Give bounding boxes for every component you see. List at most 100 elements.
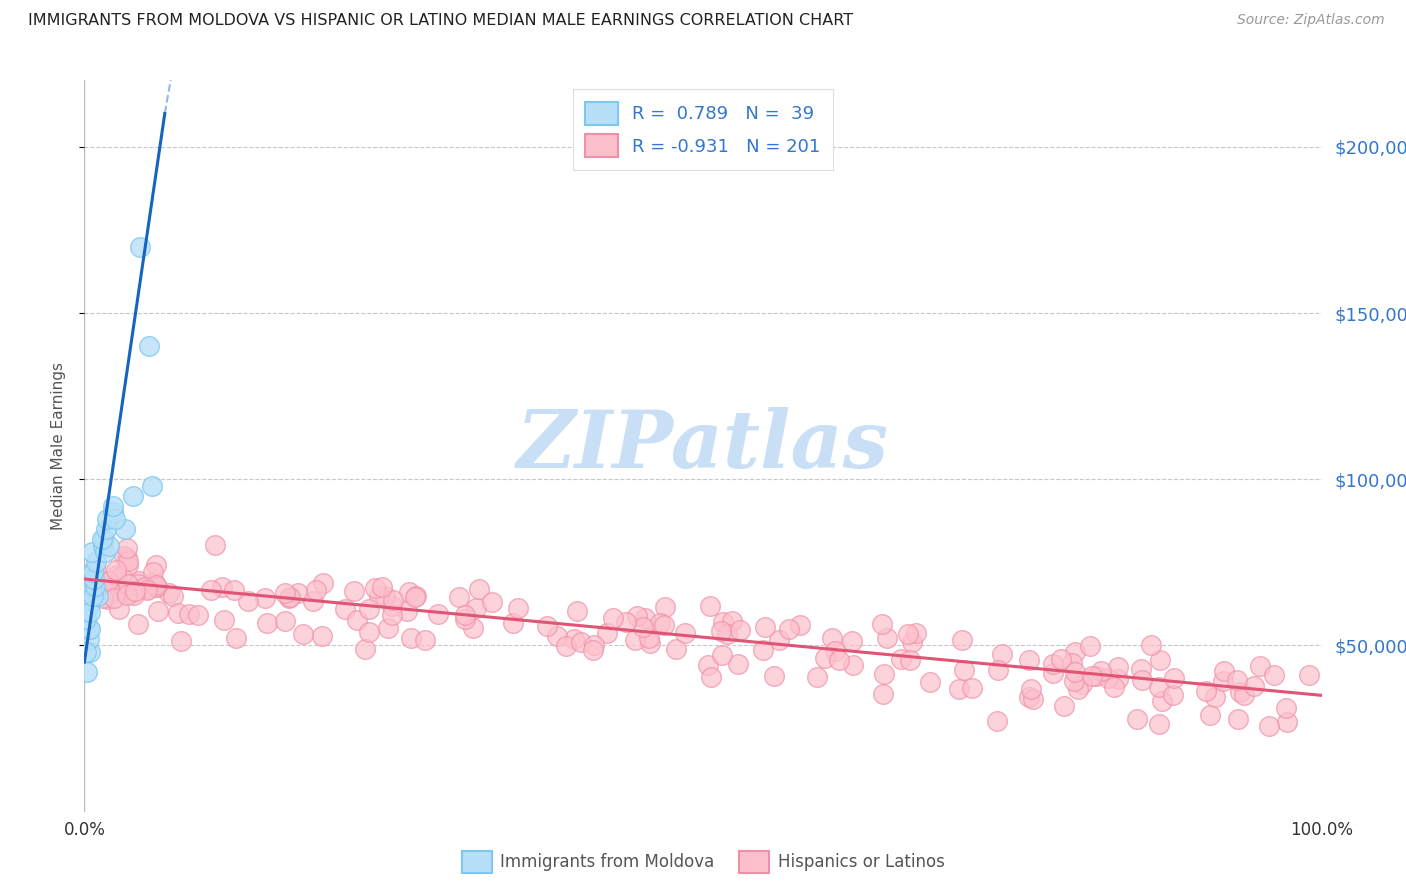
Point: [368, 589, 391, 603]
Point: [395, 604, 418, 618]
Point: [631, 620, 654, 634]
Point: [146, 604, 169, 618]
Point: [950, 633, 973, 648]
Point: [1085, 668, 1108, 682]
Point: [555, 639, 578, 653]
Point: [371, 580, 394, 594]
Point: [225, 631, 247, 645]
Point: [1212, 673, 1234, 688]
Point: [768, 632, 790, 647]
Point: [1249, 659, 1271, 673]
Point: [162, 590, 184, 604]
Point: [110, 569, 132, 583]
Point: [405, 590, 427, 604]
Point: [302, 593, 325, 607]
Point: [1140, 638, 1163, 652]
Point: [1149, 653, 1171, 667]
Text: ZIPatlas: ZIPatlas: [517, 408, 889, 484]
Point: [1042, 657, 1064, 671]
Point: [399, 631, 422, 645]
Point: [711, 615, 734, 629]
Point: [820, 631, 842, 645]
Point: [991, 647, 1014, 661]
Point: [1081, 668, 1104, 682]
Point: [82, 566, 104, 580]
Point: [1078, 640, 1101, 654]
Point: [80, 545, 103, 559]
Point: [127, 616, 149, 631]
Point: [413, 633, 436, 648]
Point: [170, 634, 193, 648]
Point: [256, 615, 278, 630]
Point: [77, 589, 100, 603]
Point: [700, 670, 723, 684]
Point: [115, 550, 138, 565]
Point: [1019, 681, 1042, 696]
Point: [468, 582, 491, 596]
Point: [1150, 693, 1173, 707]
Point: [508, 601, 530, 615]
Point: [449, 591, 471, 605]
Point: [354, 642, 377, 657]
Point: [1195, 683, 1218, 698]
Point: [650, 615, 672, 630]
Point: [1233, 688, 1256, 702]
Point: [381, 593, 404, 607]
Point: [381, 599, 404, 614]
Point: [278, 590, 301, 604]
Point: [872, 617, 894, 632]
Point: [1107, 659, 1129, 673]
Point: [710, 624, 733, 639]
Point: [905, 626, 928, 640]
Legend: Immigrants from Moldova, Hispanics or Latinos: Immigrants from Moldova, Hispanics or La…: [456, 845, 950, 880]
Point: [873, 667, 896, 681]
Point: [546, 629, 568, 643]
Point: [596, 626, 619, 640]
Point: [1163, 671, 1185, 685]
Point: [1053, 699, 1076, 714]
Point: [1018, 690, 1040, 704]
Point: [814, 650, 837, 665]
Point: [91, 539, 114, 553]
Point: [83, 562, 105, 576]
Point: [311, 629, 333, 643]
Text: Source: ZipAtlas.com: Source: ZipAtlas.com: [1237, 13, 1385, 28]
Point: [806, 670, 828, 684]
Point: [1163, 688, 1185, 702]
Point: [918, 675, 941, 690]
Point: [79, 645, 101, 659]
Point: [238, 594, 260, 608]
Point: [730, 623, 752, 637]
Point: [311, 576, 333, 591]
Point: [117, 577, 139, 591]
Point: [287, 585, 309, 599]
Point: [824, 644, 846, 658]
Point: [177, 607, 200, 622]
Point: [94, 522, 117, 536]
Point: [274, 614, 297, 628]
Point: [136, 582, 159, 597]
Point: [187, 607, 209, 622]
Point: [665, 642, 688, 657]
Point: [114, 522, 136, 536]
Point: [96, 512, 118, 526]
Point: [1258, 719, 1281, 733]
Point: [754, 620, 776, 634]
Point: [103, 585, 125, 599]
Point: [117, 558, 139, 573]
Point: [333, 601, 356, 615]
Point: [727, 657, 749, 671]
Point: [752, 642, 775, 657]
Point: [104, 512, 127, 526]
Point: [274, 586, 297, 600]
Point: [305, 582, 328, 597]
Point: [224, 583, 246, 598]
Point: [136, 582, 159, 596]
Point: [114, 582, 136, 597]
Point: [90, 532, 112, 546]
Point: [75, 645, 97, 659]
Point: [145, 580, 167, 594]
Point: [953, 663, 976, 677]
Point: [828, 653, 851, 667]
Point: [897, 627, 920, 641]
